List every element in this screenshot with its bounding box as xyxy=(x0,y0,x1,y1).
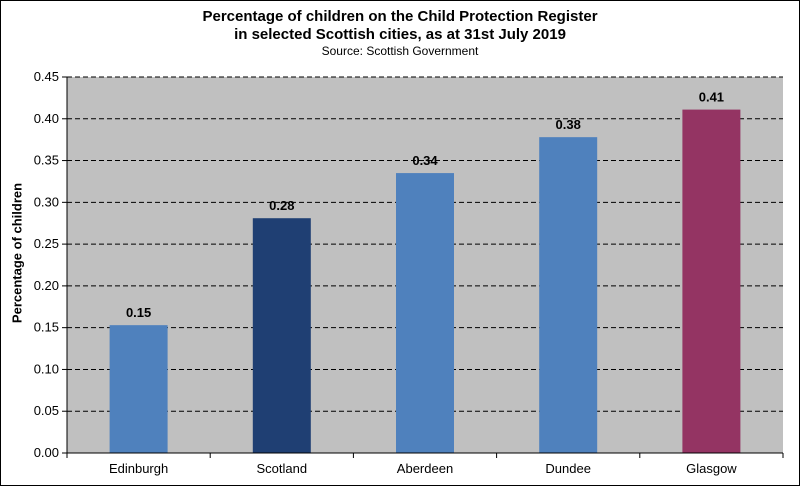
x-tick-label-glasgow: Glasgow xyxy=(686,461,737,476)
data-label-dundee: 0.38 xyxy=(556,117,581,132)
gridlines xyxy=(67,76,783,412)
bar-edinburgh xyxy=(109,325,168,453)
bar-aberdeen xyxy=(396,173,454,454)
y-tick-label: 0.45 xyxy=(34,69,59,84)
x-tick-label-scotland: Scotland xyxy=(257,461,308,476)
bar-scotland xyxy=(252,218,311,453)
y-tick-label: 0.25 xyxy=(34,236,59,251)
chart-title-line-1: Percentage of children on the Child Prot… xyxy=(202,8,598,25)
y-tick-label: 0.40 xyxy=(34,111,59,126)
chart-title-line-2: in selected Scottish cities, as at 31st … xyxy=(234,26,566,43)
bar-glasgow xyxy=(682,109,741,453)
data-label-glasgow: 0.41 xyxy=(699,90,724,105)
y-tick-label: 0.05 xyxy=(34,403,59,418)
y-tick-label: 0.35 xyxy=(34,153,59,168)
x-tick-label-aberdeen: Aberdeen xyxy=(397,461,453,476)
y-tick-label: 0.20 xyxy=(34,278,59,293)
chart-subtitle: Source: Scottish Government xyxy=(321,44,479,58)
y-tick-label: 0.15 xyxy=(34,320,59,335)
y-tick-label: 0.30 xyxy=(34,194,59,209)
data-labels: 0.15 0.28 0.34 0.38 0.41 xyxy=(126,90,724,321)
data-label-scotland: 0.28 xyxy=(269,198,294,213)
bars xyxy=(109,109,741,454)
x-tick-label-dundee: Dundee xyxy=(545,461,591,476)
axes: 0.00 0.05 0.10 0.15 0.20 0.25 0.30 0.35 0.40 0.45… xyxy=(34,69,784,476)
data-label-aberdeen: 0.34 xyxy=(412,153,438,168)
x-tick-label-edinburgh: Edinburgh xyxy=(109,461,168,476)
y-tick-label: 0.00 xyxy=(34,445,59,460)
y-tick-label: 0.10 xyxy=(34,361,59,376)
chart-title-block: Percentage of children on the Child Prot… xyxy=(0,8,800,58)
bar-dundee xyxy=(539,137,598,453)
data-label-edinburgh: 0.15 xyxy=(126,305,151,320)
